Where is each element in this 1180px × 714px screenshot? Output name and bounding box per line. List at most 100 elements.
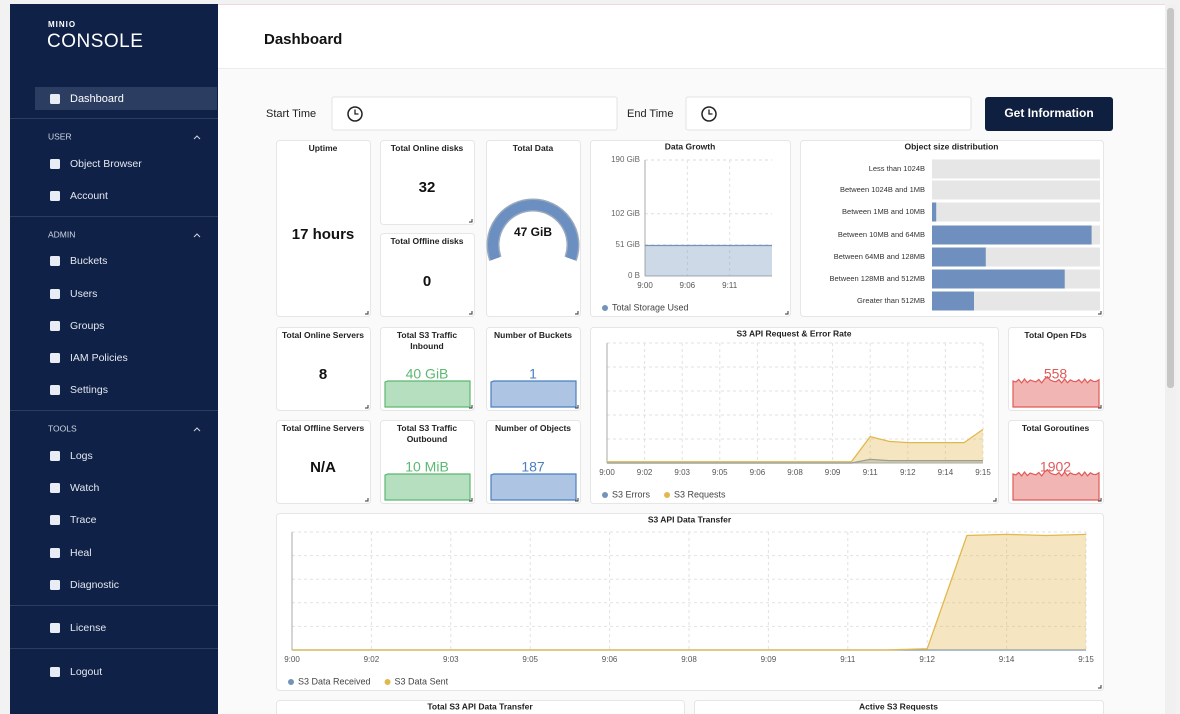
bar-label: Between 64MB and 128MB: [834, 252, 925, 261]
tile-title-box: Total Online disks: [391, 143, 464, 153]
x-tick-label: 9:02: [364, 655, 380, 664]
tile-title-box: Number of Objects: [495, 423, 571, 433]
sparkline: [490, 380, 577, 408]
resize-corner: [785, 311, 789, 315]
button-label[interactable]: Get Information: [1004, 106, 1093, 120]
logo: CONSOLE: [47, 31, 143, 52]
bar-label: Between 1MB and 10MB: [842, 207, 925, 216]
resize-corner: [365, 405, 369, 409]
x-tick-label: 9:03: [443, 655, 459, 664]
menu-item[interactable]: Trace: [70, 514, 97, 526]
header: [218, 4, 1165, 68]
x-tick-label: 9:11: [840, 655, 856, 664]
menu-item[interactable]: Heal: [70, 547, 92, 559]
menu-item[interactable]: License: [70, 622, 106, 634]
tile-title-box: Total Online Servers: [282, 330, 364, 340]
menu-icon: [50, 321, 60, 331]
start-label: Start Time: [266, 108, 316, 120]
series-line: [292, 533, 1087, 651]
sparkline: [1012, 375, 1100, 408]
x-tick-label: 9:03: [674, 468, 690, 477]
bar-track: [932, 202, 1100, 222]
tile-title-box: Uptime: [309, 143, 338, 153]
chart-title: Object size distribution: [905, 141, 999, 151]
menu-item[interactable]: Users: [70, 288, 97, 300]
x-tick-label: 9:06: [750, 468, 766, 477]
bar-label: Between 10MB and 64MB: [838, 230, 925, 239]
x-tick-label: 9:15: [975, 468, 991, 477]
tile-title: Total Goroutines: [1021, 423, 1090, 433]
section-title: TOOLS: [48, 423, 77, 433]
y-tick-label: 51 GiB: [616, 240, 640, 249]
tile-title-box: Total Open FDs: [1024, 330, 1086, 340]
logo-small: MINIO: [48, 20, 76, 29]
x-tick-label: 9:08: [681, 655, 697, 664]
menu-item[interactable]: Watch: [70, 482, 100, 494]
card: [276, 513, 1104, 691]
bar-track: [932, 180, 1100, 200]
sparkline: [384, 380, 471, 408]
chart-title: Data Growth: [665, 141, 716, 151]
menu-item[interactable]: Logout: [70, 666, 102, 678]
x-tick-label: 9:09: [761, 655, 777, 664]
menu-item[interactable]: Settings: [70, 384, 108, 396]
menu-item[interactable]: Groups: [70, 320, 104, 332]
menu-item[interactable]: Account: [70, 190, 108, 202]
tile-title: Total Offline Servers: [281, 423, 365, 433]
caret: [193, 427, 201, 432]
tile-value: 0: [423, 273, 431, 290]
bar: [932, 202, 937, 222]
menu-item[interactable]: Diagnostic: [70, 579, 119, 591]
x-tick-label: 9:05: [522, 655, 538, 664]
menu-item[interactable]: Dashboard: [70, 93, 124, 105]
x-tick-label: 9:00: [637, 281, 653, 290]
end-input[interactable]: [685, 96, 972, 131]
resize-corner: [575, 498, 579, 502]
section-title: USER: [48, 131, 72, 141]
tile-title: Total S3 Traffic Inbound: [396, 330, 458, 351]
tile-title: Total S3 Traffic Outbound: [396, 423, 458, 444]
resize-corner: [1098, 405, 1102, 409]
tile-title-box: Total Data: [513, 143, 553, 153]
x-tick-label: 9:12: [919, 655, 935, 664]
menu-item[interactable]: Object Browser: [70, 158, 142, 170]
bar: [932, 291, 974, 311]
resize-corner: [469, 219, 473, 223]
scrollbar-thumb: [1167, 8, 1174, 388]
get-info-button[interactable]: [985, 97, 1113, 131]
x-tick-label: 9:11: [722, 281, 738, 290]
page-title: Dashboard: [264, 31, 342, 48]
menu-item[interactable]: Buckets: [70, 255, 107, 267]
chart-title: S3 API Request & Error Rate: [737, 328, 852, 338]
menu-icon: [50, 515, 60, 525]
tile-value: 1: [529, 366, 537, 382]
area-fill: [607, 459, 983, 463]
resize-corner: [1098, 685, 1102, 689]
resize-corner: [1098, 498, 1102, 502]
bar: [932, 269, 1065, 289]
tile-value: 10 MiB: [405, 459, 449, 475]
legend-label: S3 Data Received: [298, 676, 371, 686]
tile-title: Total Offline disks: [390, 236, 464, 246]
x-tick-label: 9:14: [938, 468, 954, 477]
active-highlight: [35, 87, 217, 110]
menu-icon: [50, 483, 60, 493]
legend-dot: [288, 679, 294, 685]
caret: [193, 135, 201, 140]
series-line: [607, 428, 984, 463]
menu-icon: [50, 548, 60, 558]
menu-item[interactable]: Logs: [70, 450, 93, 462]
card: [380, 140, 475, 225]
resize-corner: [1098, 311, 1102, 315]
y-tick-label: 102 GiB: [611, 209, 640, 218]
card: [380, 420, 475, 504]
resize-corner: [575, 405, 579, 409]
menu-icon: [50, 667, 60, 677]
menu-icon: [50, 94, 60, 104]
x-tick-label: 9:06: [680, 281, 696, 290]
start-input[interactable]: [331, 96, 618, 131]
menu-item[interactable]: IAM Policies: [70, 352, 128, 364]
clock-icon: [347, 106, 363, 122]
card: [276, 700, 685, 714]
